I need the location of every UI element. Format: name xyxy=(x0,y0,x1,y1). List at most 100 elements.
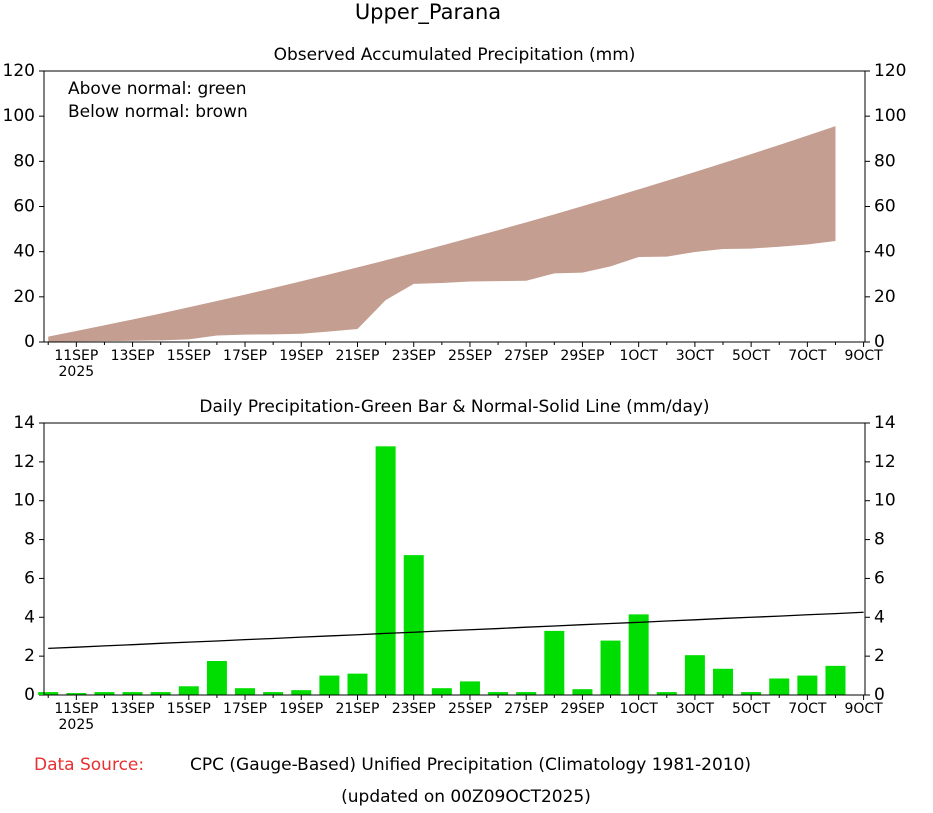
x-tick-label: 1OCT xyxy=(620,348,659,364)
bar xyxy=(488,692,509,695)
source-label: Data Source: xyxy=(34,755,144,775)
x-tick-label: 7OCT xyxy=(788,348,827,364)
y2-tick-label: 10 xyxy=(874,491,896,511)
bar xyxy=(319,675,340,695)
y-tick-label: 14 xyxy=(13,413,35,433)
bar xyxy=(122,692,143,695)
y2-tick-label: 14 xyxy=(874,413,896,433)
x-tick-label: 25SEP xyxy=(448,348,492,364)
y2-tick-label: 80 xyxy=(874,151,896,171)
x-tick-label: 19SEP xyxy=(279,701,323,717)
bar xyxy=(206,661,227,695)
y2-tick-label: 100 xyxy=(874,106,906,126)
subplot-title: Observed Accumulated Precipitation (mm) xyxy=(274,45,636,65)
bar xyxy=(516,692,537,695)
bar xyxy=(713,668,734,695)
x-tick-label: 27SEP xyxy=(504,701,548,717)
updated: (updated on 00Z09OCT2025) xyxy=(341,787,591,807)
y-tick-label: 20 xyxy=(13,287,35,307)
y2-tick-label: 8 xyxy=(874,530,885,550)
year-label: 2025 xyxy=(59,364,95,380)
x-tick-label: 5OCT xyxy=(732,348,771,364)
y-tick-label: 10 xyxy=(13,491,35,511)
plot-frame xyxy=(43,70,866,343)
y-tick-label: 60 xyxy=(13,197,35,217)
y2-tick-label: 40 xyxy=(874,242,896,262)
bar xyxy=(825,665,846,695)
bar xyxy=(347,673,368,695)
y-tick-label: 0 xyxy=(24,332,35,352)
bar xyxy=(150,692,171,695)
annotation: Above normal: green xyxy=(68,79,247,99)
x-tick-label: 9OCT xyxy=(844,348,883,364)
y-tick-label: 12 xyxy=(13,452,35,472)
below-normal-area xyxy=(48,126,836,342)
y-tick-label: 120 xyxy=(3,61,35,81)
y-tick-label: 6 xyxy=(24,568,35,588)
x-tick-label: 23SEP xyxy=(392,701,436,717)
y2-tick-label: 60 xyxy=(874,197,896,217)
bar xyxy=(431,688,452,695)
bar xyxy=(797,675,818,695)
source: CPC (Gauge-Based) Unified Precipitation … xyxy=(190,755,751,775)
bar xyxy=(600,640,621,695)
y2-tick-label: 120 xyxy=(874,61,906,81)
annotation: Below normal: brown xyxy=(68,102,248,122)
y2-tick-label: 0 xyxy=(874,332,885,352)
x-tick-label: 21SEP xyxy=(335,701,379,717)
y2-tick-label: 20 xyxy=(874,287,896,307)
x-tick-label: 21SEP xyxy=(335,348,379,364)
x-tick-label: 13SEP xyxy=(111,701,155,717)
bar xyxy=(572,689,593,695)
x-tick-label: 15SEP xyxy=(167,701,211,717)
x-tick-label: 25SEP xyxy=(448,701,492,717)
x-tick-label: 3OCT xyxy=(676,701,715,717)
y2-tick-label: 12 xyxy=(874,452,896,472)
y-tick-label: 8 xyxy=(24,530,35,550)
bar xyxy=(178,686,199,695)
y-tick-label: 0 xyxy=(24,685,35,705)
x-tick-label: 29SEP xyxy=(560,701,604,717)
x-tick-label: 17SEP xyxy=(223,348,267,364)
bar xyxy=(656,692,677,695)
y2-tick-label: 6 xyxy=(874,568,885,588)
y-tick-label: 4 xyxy=(24,607,35,627)
x-tick-label: 27SEP xyxy=(504,348,548,364)
bar xyxy=(263,692,284,695)
x-tick-label: 23SEP xyxy=(392,348,436,364)
y-tick-label: 100 xyxy=(3,106,35,126)
bar xyxy=(66,693,87,695)
x-tick-label: 29SEP xyxy=(560,348,604,364)
x-tick-label: 9OCT xyxy=(844,701,883,717)
x-tick-label: 7OCT xyxy=(788,701,827,717)
page-title: Upper_Parana xyxy=(355,0,501,25)
y-tick-label: 2 xyxy=(24,646,35,666)
x-tick-label: 3OCT xyxy=(676,348,715,364)
x-tick-label: 17SEP xyxy=(223,701,267,717)
y2-tick-label: 4 xyxy=(874,607,885,627)
y2-tick-label: 2 xyxy=(874,646,885,666)
y-tick-label: 40 xyxy=(13,242,35,262)
bar xyxy=(628,614,649,695)
x-tick-label: 15SEP xyxy=(167,348,211,364)
subplot-title: Daily Precipitation-Green Bar & Normal-S… xyxy=(199,397,709,417)
bar xyxy=(38,692,59,695)
bar xyxy=(94,692,115,695)
x-tick-label: 13SEP xyxy=(111,348,155,364)
normal-line xyxy=(48,611,864,650)
bar xyxy=(403,555,424,695)
bar xyxy=(544,630,565,695)
year-label: 2025 xyxy=(59,717,95,733)
bar xyxy=(291,690,312,695)
x-tick-label: 5OCT xyxy=(732,701,771,717)
bar xyxy=(459,681,480,695)
x-tick-label: 11SEP xyxy=(54,701,98,717)
bar xyxy=(684,655,705,695)
y-tick-label: 80 xyxy=(13,151,35,171)
y2-tick-label: 0 xyxy=(874,685,885,705)
x-tick-label: 11SEP xyxy=(54,348,98,364)
bar xyxy=(741,692,762,695)
bar xyxy=(769,678,790,695)
